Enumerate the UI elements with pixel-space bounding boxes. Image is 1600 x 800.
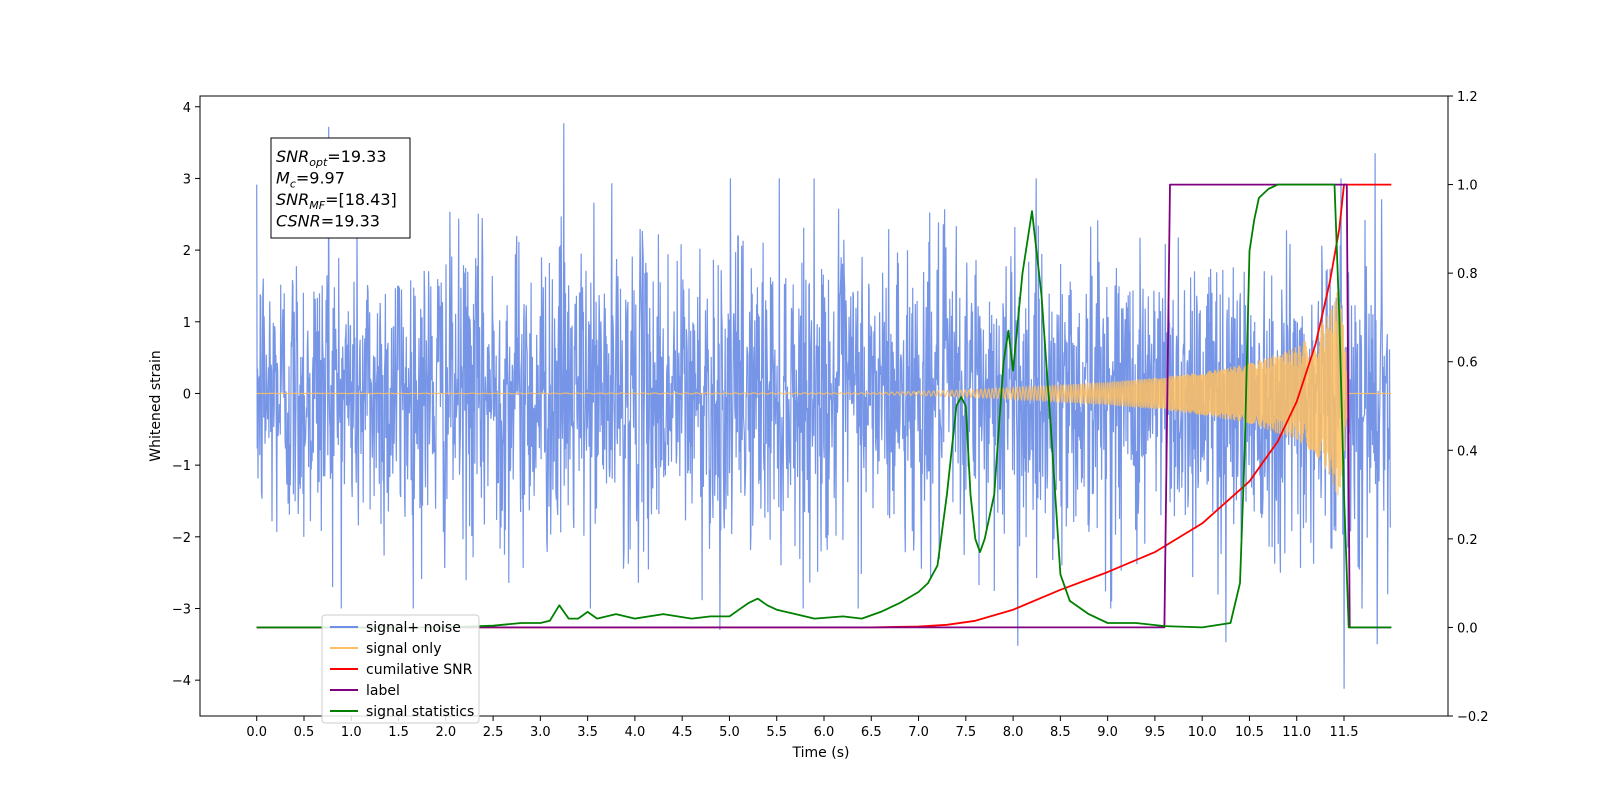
x-axis-label: Time (s) [792, 745, 850, 761]
annotation-line: Mc=9.97 [276, 169, 345, 191]
y-tick-label: −4 [172, 674, 191, 689]
y-tick-label: −1 [172, 459, 191, 474]
legend: signal+ noise signal only cumilative SNR la… [321, 614, 480, 724]
x-tick-label: 8.0 [1003, 725, 1024, 740]
legend-label: signal statistics [366, 704, 474, 720]
series-cumulative-snr [256, 183, 1392, 629]
x-tick-label: 1.5 [388, 725, 409, 740]
x-tick-label: 7.0 [908, 725, 929, 740]
x-tick-label: 7.5 [955, 725, 976, 740]
x-tick-label: 4.0 [625, 725, 646, 740]
y-axis-label: Whitened strain [148, 350, 164, 461]
annotation-line: SNRMF=[18.43] [276, 190, 397, 212]
x-tick-label: 8.5 [1050, 725, 1071, 740]
y2-tick-label: 0.4 [1457, 444, 1478, 459]
y-tick-label: −3 [172, 602, 191, 617]
y-tick-label: 1 [183, 316, 191, 331]
y-tick-label: −2 [172, 531, 191, 546]
x-tick-label: 6.0 [814, 725, 835, 740]
series-signal-only [256, 290, 1392, 496]
x-tick-label: 11.5 [1330, 725, 1359, 740]
x-tick-label: 3.5 [577, 725, 598, 740]
annotation-box: SNRopt=19.33Mc=9.97SNRMF=[18.43]CSNR=19.… [270, 137, 411, 239]
x-tick-label: 5.0 [719, 725, 740, 740]
x-tick-label: 4.5 [672, 725, 693, 740]
y-tick-label: 4 [183, 101, 191, 116]
x-tick-label: 0.0 [246, 725, 267, 740]
legend-label: signal only [366, 641, 441, 657]
series-signal-statistics [256, 183, 1392, 629]
x-tick-label: 9.0 [1097, 725, 1118, 740]
x-tick-label: 5.5 [766, 725, 787, 740]
x-tick-label: 6.5 [861, 725, 882, 740]
x-tick-label: 2.0 [435, 725, 456, 740]
x-tick-label: 10.5 [1235, 725, 1264, 740]
legend-label: cumilative SNR [366, 662, 473, 678]
x-tick-label: 9.5 [1145, 725, 1166, 740]
annotation-line: CSNR=19.33 [276, 212, 380, 231]
y2-axis-ticks: −0.2 0.0 0.2 0.4 0.6 0.8 1.0 1.2 [1448, 90, 1489, 725]
x-tick-label: 11.0 [1282, 725, 1311, 740]
y-axis-ticks: −4 −3 −2 −1 0 1 2 3 4 [172, 101, 200, 689]
legend-label: label [366, 683, 400, 699]
y2-tick-label: 0.6 [1457, 356, 1478, 371]
y2-tick-label: −0.2 [1457, 710, 1489, 725]
y2-tick-label: 1.2 [1457, 90, 1478, 105]
x-axis-ticks: 0.0 0.5 1.0 1.5 2.0 2.5 3.0 3.5 4.0 4.5 5.0 5.5 6.0 6… [246, 716, 1358, 740]
y-tick-label: 0 [183, 387, 191, 402]
x-tick-label: 0.5 [294, 725, 315, 740]
y2-tick-label: 0.8 [1457, 267, 1478, 282]
legend-label: signal+ noise [366, 620, 461, 636]
y2-tick-label: 1.0 [1457, 179, 1478, 194]
x-tick-label: 1.0 [341, 725, 362, 740]
x-tick-label: 2.5 [483, 725, 504, 740]
y2-tick-label: 0.0 [1457, 621, 1478, 636]
annotation-line: SNRopt=19.33 [276, 147, 387, 169]
x-tick-label: 10.0 [1188, 725, 1217, 740]
y2-tick-label: 0.2 [1457, 533, 1478, 548]
y-tick-label: 2 [183, 244, 191, 259]
y-tick-label: 3 [183, 172, 191, 187]
series-layer [256, 123, 1392, 689]
x-tick-label: 3.0 [530, 725, 551, 740]
